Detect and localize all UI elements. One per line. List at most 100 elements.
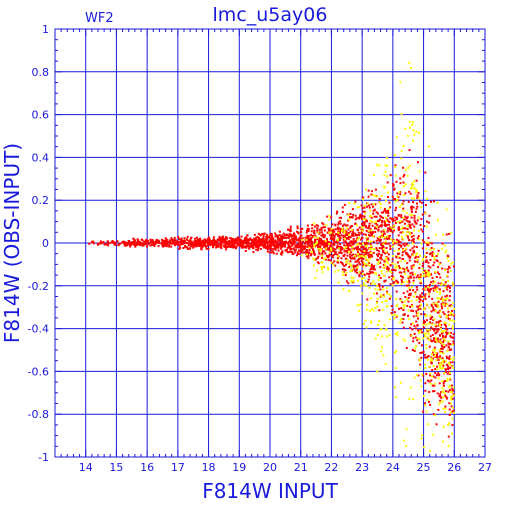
scatter-point [389,230,392,233]
scatter-point [125,242,128,245]
scatter-point [339,251,342,254]
scatter-point [445,325,448,328]
scatter-point [288,232,291,235]
scatter-point [329,259,332,262]
scatter-point [358,242,361,245]
scatter-point [270,239,273,242]
scatter-point [287,240,290,243]
scatter-point [336,239,339,242]
scatter-point [405,268,408,271]
scatter-point [208,237,211,240]
tick-labels: 14 15 16 17 18 19 20 21 22 23 24 25 26 27-1-0.8-0.6-0… [28,23,492,474]
scatter-point [426,288,429,291]
scatter-point [321,261,324,264]
scatter-point [424,171,427,174]
scatter-point [398,247,401,250]
scatter-point [382,234,385,237]
scatter-point [356,238,359,241]
scatter-point [414,256,417,259]
scatter-point [405,183,408,186]
scatter-point [316,236,319,239]
scatter-point [408,126,411,129]
scatter-point [300,247,303,250]
scatter-point [352,213,355,216]
scatter-point [366,272,369,275]
scatter-point [319,237,322,240]
scatter-point [346,246,349,249]
scatter-point [408,397,411,400]
scatter-point [291,250,294,253]
scatter-point [438,382,441,385]
scatter-point [449,366,452,369]
scatter-point [308,239,311,242]
scatter-point [302,251,305,254]
scatter-point [310,251,313,254]
scatter-point [330,247,333,250]
scatter-point [320,267,323,270]
scatter-point [340,229,343,232]
scatter-point [431,322,434,325]
scatter-point [336,210,339,213]
scatter-point [295,237,298,240]
scatter-point [420,313,423,316]
scatter-point [139,242,142,245]
scatter-point [416,305,419,308]
scatter-point [380,258,383,261]
scatter-point [372,235,375,238]
scatter-point [447,367,450,370]
scatter-point [206,237,209,240]
scatter-point [396,334,399,337]
scatter-point [393,229,396,232]
scatter-point [119,242,122,245]
scatter-point [406,234,409,237]
scatter-point [443,336,446,339]
scatter-point [418,358,421,361]
scatter-point [244,250,247,253]
scatter-point [436,352,439,355]
scatter-point [437,321,440,324]
scatter-point [394,198,397,201]
scatter-point [377,229,380,232]
x-tick-label: 23 [355,461,369,474]
scatter-point [384,209,387,212]
scatter-point [286,246,289,249]
scatter-point [404,127,407,130]
scatter-point [256,235,259,238]
scatter-point [452,359,455,362]
scatter-point [391,231,394,234]
scatter-point [413,219,416,222]
scatter-point [412,282,415,285]
scatter-point [413,325,416,328]
scatter-point [168,244,171,247]
scatter-point [372,174,375,177]
scatter-point [447,310,450,313]
scatter-point [356,245,359,248]
scatter-point [249,244,252,247]
scatter-point [355,224,358,227]
scatter-point [370,308,373,311]
scatter-point [275,246,278,249]
scatter-point [415,320,418,323]
scatter-point [375,215,378,218]
scatter-point [450,391,453,394]
scatter-point [367,260,370,263]
scatter-point [301,245,304,248]
scatter-point [428,288,431,291]
scatter-point [383,209,386,212]
scatter-point [431,254,434,257]
scatter-point [346,224,349,227]
scatter-point [409,233,412,236]
scatter-point [292,241,295,244]
scatter-point [328,241,331,244]
scatter-point [242,244,245,247]
scatter-point [352,277,355,280]
scatter-point [371,230,374,233]
scatter-point [452,313,455,316]
scatter-point [445,396,448,399]
scatter-point [393,314,396,317]
panel-label: WF2 [85,11,114,26]
scatter-point [356,271,359,274]
scatter-point [411,247,414,250]
scatter-point [316,269,319,272]
scatter-point [442,233,445,236]
